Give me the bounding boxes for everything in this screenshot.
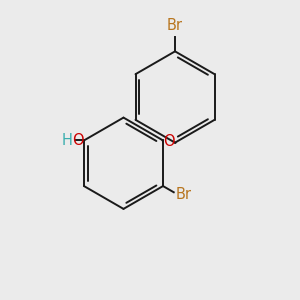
Text: O: O bbox=[73, 133, 84, 148]
Text: Br: Br bbox=[167, 18, 183, 33]
Text: O: O bbox=[163, 134, 175, 149]
Text: Br: Br bbox=[175, 187, 191, 202]
Text: H: H bbox=[61, 133, 72, 148]
